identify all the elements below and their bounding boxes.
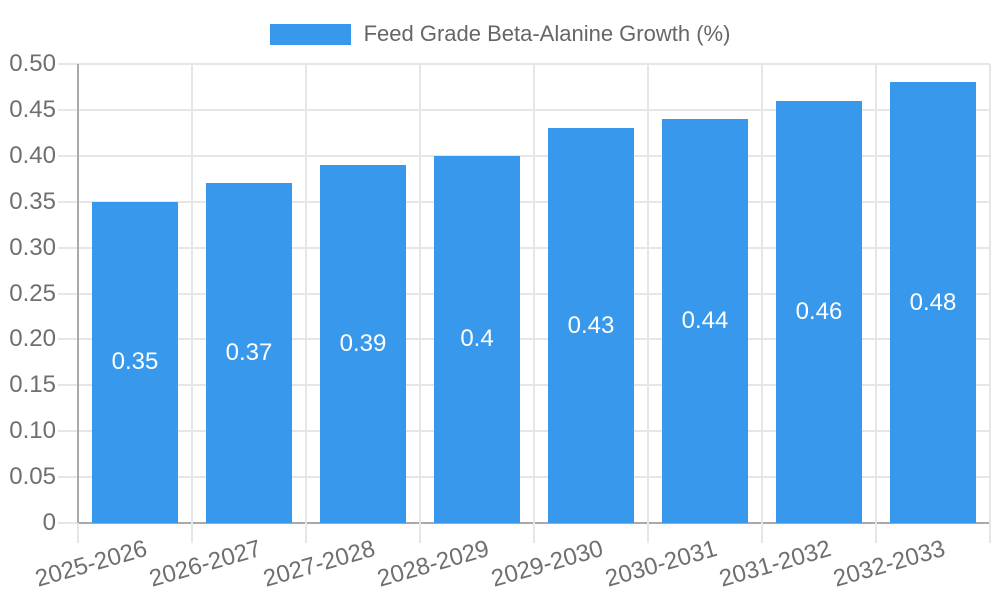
legend-swatch — [269, 23, 351, 45]
bar-value-label: 0.43 — [567, 311, 615, 339]
gridline-vertical — [305, 64, 307, 523]
gridline-vertical — [191, 64, 193, 523]
legend-item[interactable]: Feed Grade Beta-Alanine Growth (%) — [269, 21, 731, 46]
bar — [206, 183, 292, 523]
y-axis-tick — [58, 292, 78, 295]
x-axis-tick — [761, 523, 763, 543]
y-axis-tick — [58, 522, 78, 524]
y-axis-tick — [58, 63, 78, 65]
bar — [776, 100, 862, 523]
x-axis-tick — [989, 523, 991, 543]
y-axis-tick — [58, 430, 78, 433]
y-axis-tick-label: 0.40 — [9, 141, 56, 169]
bar — [320, 164, 406, 523]
y-axis-tick — [58, 200, 78, 203]
gridline-vertical — [419, 64, 421, 523]
y-axis-tick-label: 0.15 — [9, 371, 56, 399]
x-axis-tick — [419, 523, 421, 543]
y-axis-tick-label: 0.10 — [9, 417, 56, 445]
gridline-vertical — [761, 64, 763, 523]
y-axis-tick — [58, 108, 78, 111]
bar-value-label: 0.39 — [339, 329, 387, 357]
y-axis-tick — [58, 384, 78, 387]
gridline-vertical — [647, 64, 649, 523]
y-axis-tick-label: 0.50 — [9, 50, 56, 77]
y-axis-tick — [58, 154, 78, 157]
x-axis-tick — [647, 523, 649, 543]
bar-value-label: 0.37 — [225, 339, 273, 367]
y-axis-tick-label: 0.20 — [9, 325, 56, 353]
y-axis-tick-label: 0 — [42, 509, 56, 536]
x-axis-tick — [533, 523, 535, 543]
gridline-vertical — [533, 64, 535, 523]
y-axis-line — [77, 64, 79, 523]
bar-value-label: 0.48 — [909, 288, 957, 316]
bar-value-label: 0.46 — [795, 297, 843, 325]
bar — [890, 82, 976, 523]
y-axis-tick — [58, 338, 78, 341]
y-axis-tick-label: 0.45 — [9, 95, 56, 123]
y-axis-tick — [58, 476, 78, 479]
y-axis-tick-label: 0.30 — [9, 233, 56, 261]
bar-value-label: 0.44 — [681, 307, 729, 335]
gridline-vertical — [875, 64, 877, 523]
y-axis-tick — [58, 246, 78, 249]
gridline-vertical — [989, 64, 991, 523]
y-axis-tick-label: 0.05 — [9, 463, 56, 491]
x-axis-tick — [875, 523, 877, 543]
bar — [548, 128, 634, 523]
x-axis-tick — [305, 523, 307, 543]
legend: Feed Grade Beta-Alanine Growth (%) — [0, 22, 1000, 46]
x-axis-tick — [77, 523, 79, 543]
legend-label: Feed Grade Beta-Alanine Growth (%) — [363, 21, 731, 46]
bar-value-label: 0.35 — [111, 348, 159, 376]
y-axis-tick-label: 0.25 — [9, 279, 56, 307]
plot-area: 0.35 0.37 0.39 0.4 0.43 0.44 0.46 0.48 0 0.05 0.1… — [9, 51, 991, 593]
bar — [92, 201, 178, 523]
x-axis-tick — [191, 523, 193, 543]
y-axis-tick-label: 0.35 — [9, 187, 56, 215]
bar-value-label: 0.4 — [460, 325, 494, 353]
bar — [662, 119, 748, 523]
bar — [434, 155, 520, 523]
